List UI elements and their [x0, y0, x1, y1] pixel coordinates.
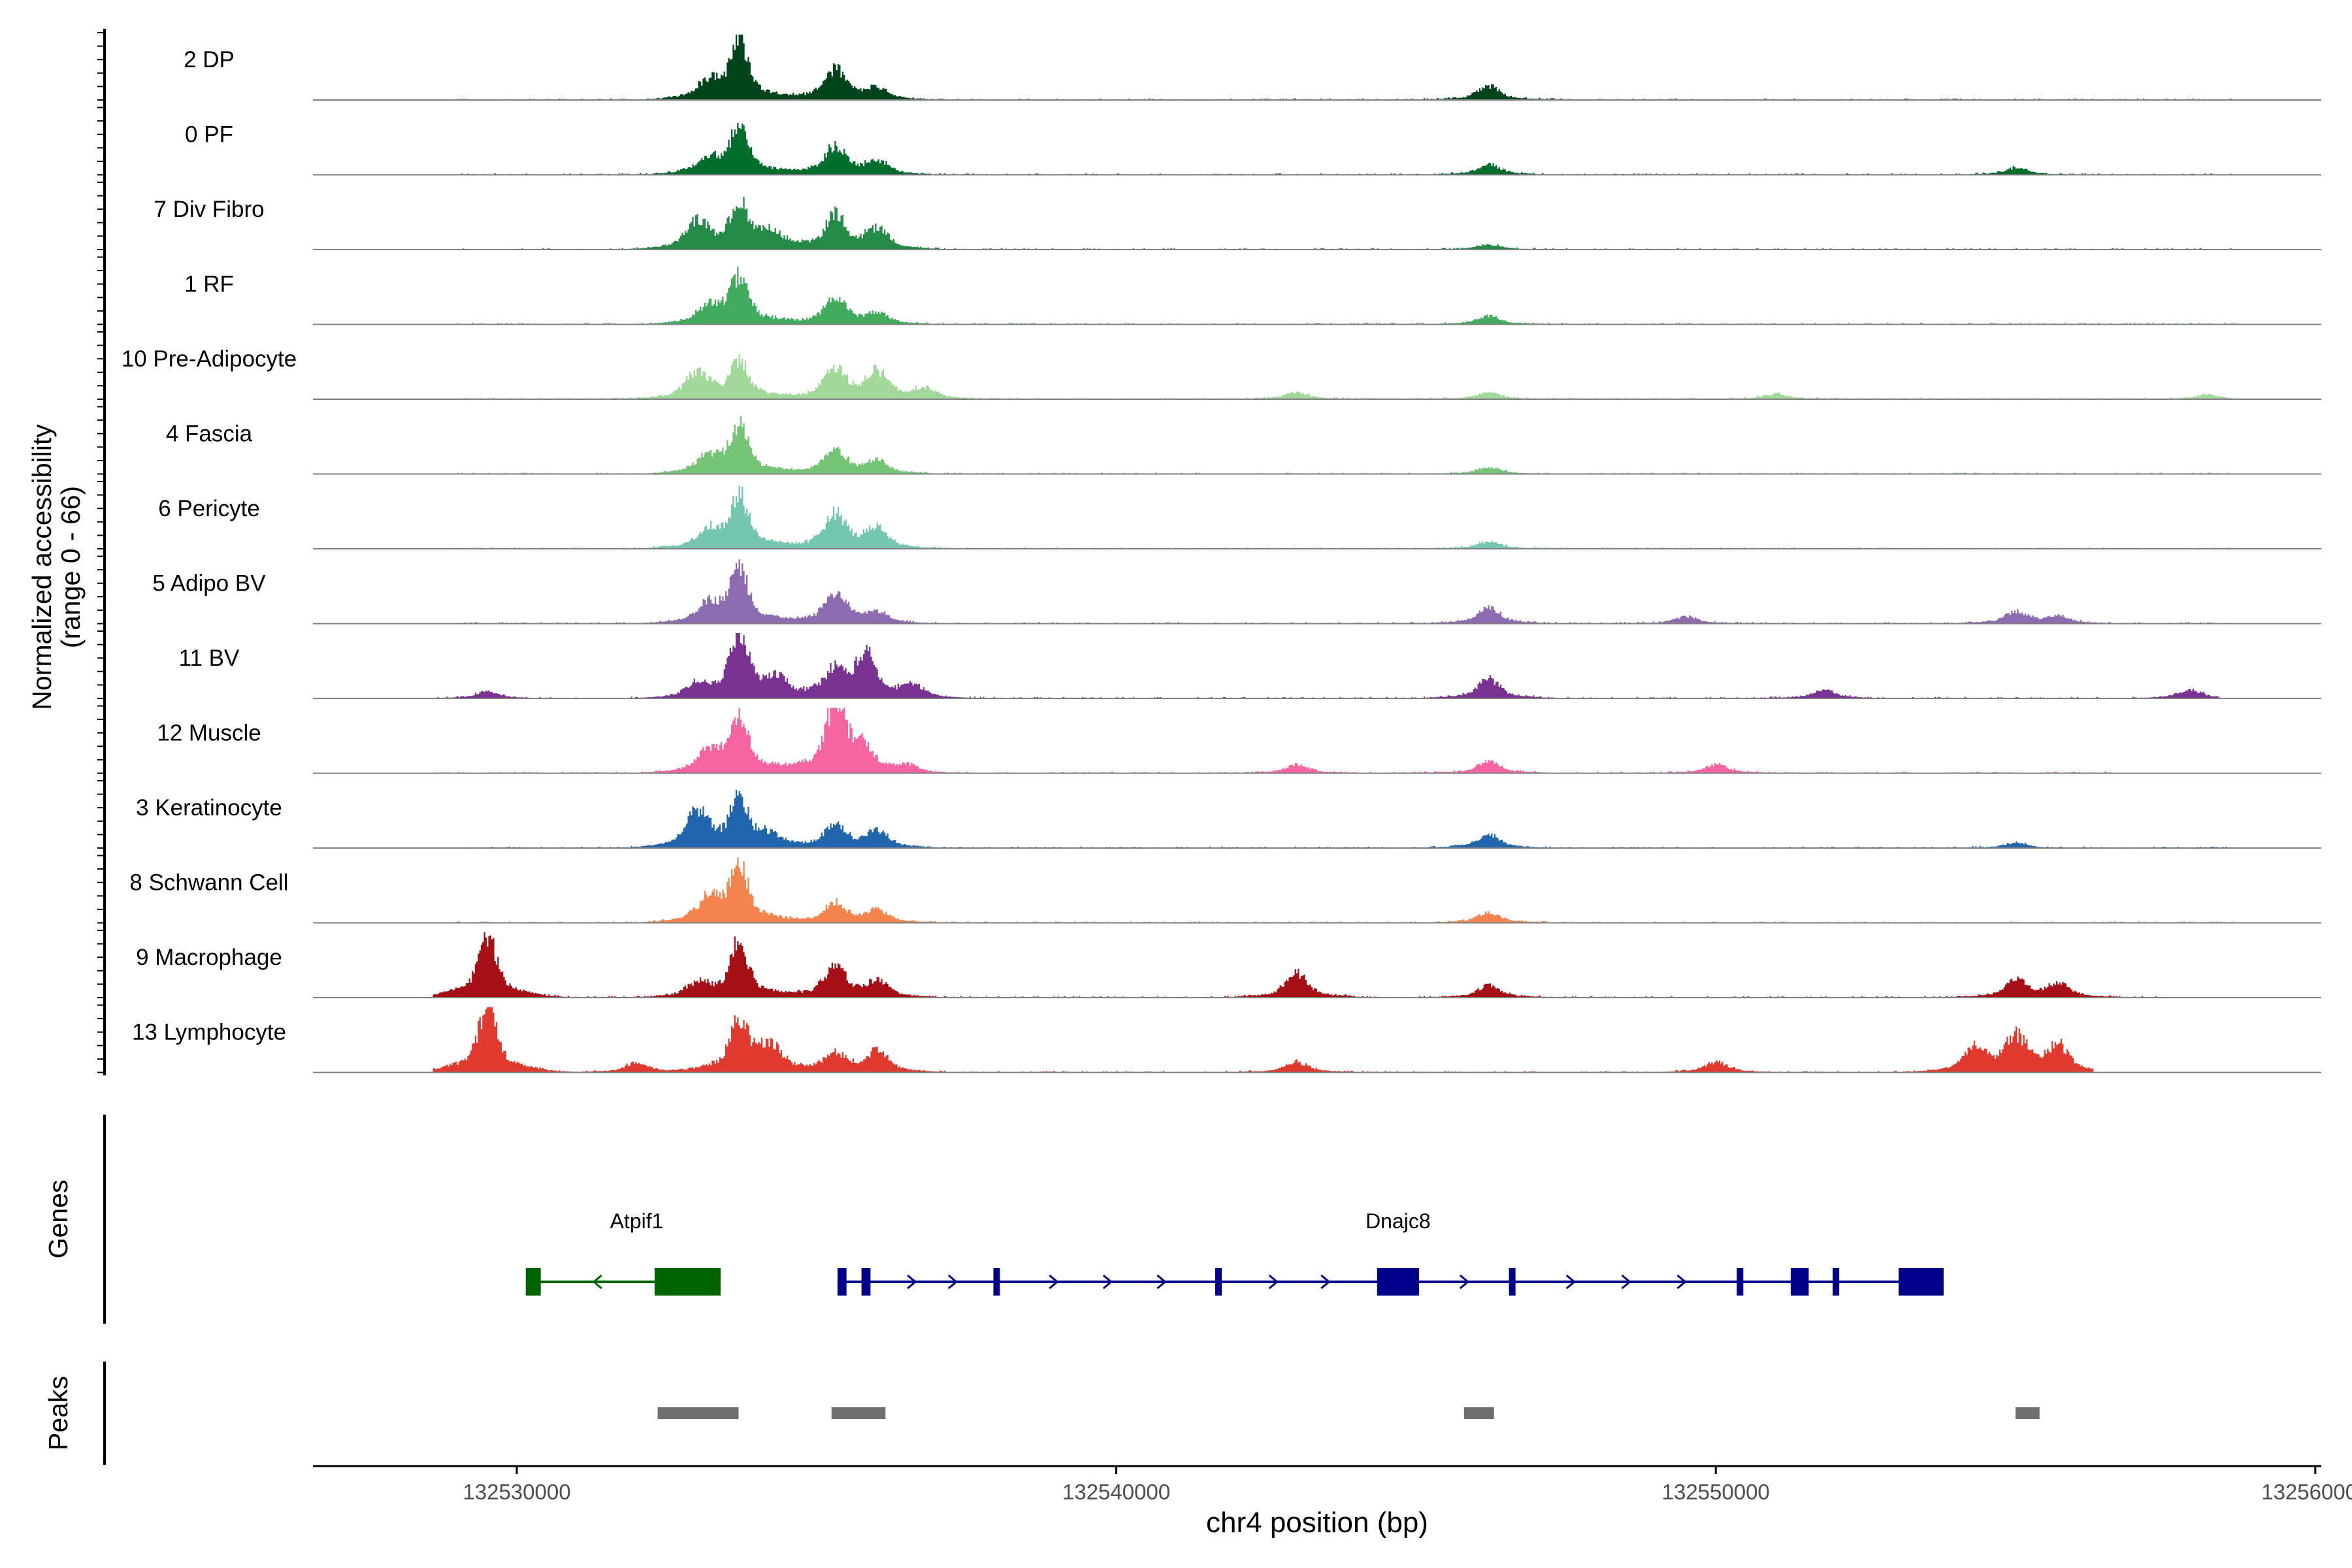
track-11-bv: 11 BV: [179, 633, 2321, 699]
x-axis-label: chr4 position (bp): [1206, 1507, 1428, 1539]
track-label: 11 BV: [179, 645, 240, 671]
coverage-area: [433, 708, 2124, 774]
strand-arrow: [1621, 1274, 1631, 1290]
coverage-area: [433, 633, 2219, 698]
strand-arrow: [947, 1274, 958, 1290]
gene-exon: [1790, 1268, 1809, 1296]
gene-exon: [1377, 1268, 1419, 1296]
coverage-area: [457, 559, 2238, 624]
gene-exon: [837, 1268, 847, 1296]
track-label: 6 Pericyte: [158, 496, 260, 521]
coverage-tracks: 2 DP 0 PF 7 Div Fibro 1 RF 10 Pre-Adipocyte 4…: [122, 35, 2321, 1073]
gene-exon: [1899, 1268, 1944, 1296]
track-9-macrophage: 9 Macrophage: [136, 932, 2321, 998]
peaks-panel-label: Peaks: [43, 1376, 73, 1450]
strand-arrow: [1676, 1274, 1687, 1290]
gene-dnajc8: Dnajc8: [837, 1209, 1944, 1296]
gene-exon: [525, 1268, 541, 1296]
track-label: 12 Muscle: [157, 721, 261, 746]
gene-annotation-track: Atpif1 Dnajc8: [525, 1209, 1944, 1296]
coverage-area: [457, 35, 2238, 100]
x-axis-tick-label: 132540000: [1062, 1480, 1170, 1504]
track-8-schwann-cell: 8 Schwann Cell: [129, 857, 2321, 924]
gene-exon: [993, 1268, 1000, 1296]
track-label: 4 Fascia: [166, 421, 253, 447]
gene-exon: [655, 1268, 721, 1296]
y-axis-label-line2: (range 0 - 66): [56, 486, 86, 648]
coverage-area: [433, 932, 2166, 998]
coverage-area: [433, 1007, 2094, 1073]
track-13-lymphocyte: 13 Lymphocyte: [132, 1007, 2321, 1073]
gene-exon: [1737, 1268, 1744, 1296]
track-5-adipo-bv: 5 Adipo BV: [152, 559, 2321, 625]
coverage-area: [457, 789, 2238, 848]
track-label: 1 RF: [184, 272, 234, 297]
gene-exon: [1509, 1268, 1516, 1296]
peak-region-bar: [1463, 1407, 1494, 1419]
coverage-area: [457, 122, 2238, 175]
gene-exon: [1215, 1268, 1222, 1296]
track-label: 2 DP: [184, 47, 235, 73]
strand-arrow: [907, 1274, 917, 1290]
track-4-fascia: 4 Fascia: [166, 416, 2321, 475]
x-axis-tick-label: 132530000: [463, 1480, 570, 1504]
peak-region-bar: [831, 1407, 886, 1419]
coverage-area: [457, 485, 2238, 549]
track-7-div-fibro: 7 Div Fibro: [154, 197, 2321, 250]
track-1-rf: 1 RF: [184, 266, 2321, 325]
coverage-area: [457, 857, 2238, 923]
x-axis-tick-label: 132560000: [2261, 1480, 2352, 1504]
strand-arrow: [1156, 1274, 1167, 1290]
coverage-area: [457, 197, 2238, 250]
track-label: 13 Lymphocyte: [132, 1020, 286, 1045]
track-label: 5 Adipo BV: [152, 571, 266, 596]
track-label: 10 Pre-Adipocyte: [122, 346, 297, 372]
y-axis: [97, 29, 106, 1075]
peak-region-bar: [2016, 1407, 2040, 1419]
strand-arrow: [1268, 1274, 1279, 1290]
coverage-area: [457, 266, 2238, 325]
track-label: 9 Macrophage: [136, 945, 282, 970]
coverage-area: [457, 416, 2238, 474]
strand-arrow: [1459, 1274, 1470, 1290]
track-label: 7 Div Fibro: [154, 197, 264, 222]
track-6-pericyte: 6 Pericyte: [158, 485, 2321, 549]
strand-arrow: [1102, 1274, 1113, 1290]
gene-name-label: Atpif1: [610, 1209, 664, 1233]
x-axis: 132530000 132540000 132550000 132560000: [463, 1466, 2352, 1504]
coverage-area: [457, 354, 2238, 399]
track-12-muscle: 12 Muscle: [157, 708, 2321, 774]
peak-region-bar: [657, 1407, 739, 1419]
track-0-pf: 0 PF: [185, 122, 2321, 176]
gene-exon: [1833, 1268, 1840, 1296]
strand-arrow: [1320, 1274, 1331, 1290]
track-label: 3 Keratinocyte: [136, 795, 282, 821]
gene-name-label: Dnajc8: [1365, 1209, 1431, 1233]
gene-exon: [861, 1268, 871, 1296]
track-label: 8 Schwann Cell: [129, 870, 288, 896]
track-label: 0 PF: [185, 122, 233, 148]
track-10-pre-adipocyte: 10 Pre-Adipocyte: [122, 346, 2321, 400]
genes-panel-label: Genes: [43, 1180, 73, 1259]
peak-regions-track: [657, 1407, 2040, 1419]
strand-arrow: [1565, 1274, 1576, 1290]
y-axis-label-line1: Normalized accessibility: [27, 424, 57, 710]
track-2-dp: 2 DP: [184, 35, 2321, 101]
x-axis-tick-label: 132550000: [1662, 1480, 1770, 1504]
gene-atpif1: Atpif1: [525, 1209, 721, 1296]
track-3-keratinocyte: 3 Keratinocyte: [136, 789, 2321, 849]
strand-arrow: [592, 1274, 602, 1290]
strand-arrow: [1049, 1274, 1059, 1290]
